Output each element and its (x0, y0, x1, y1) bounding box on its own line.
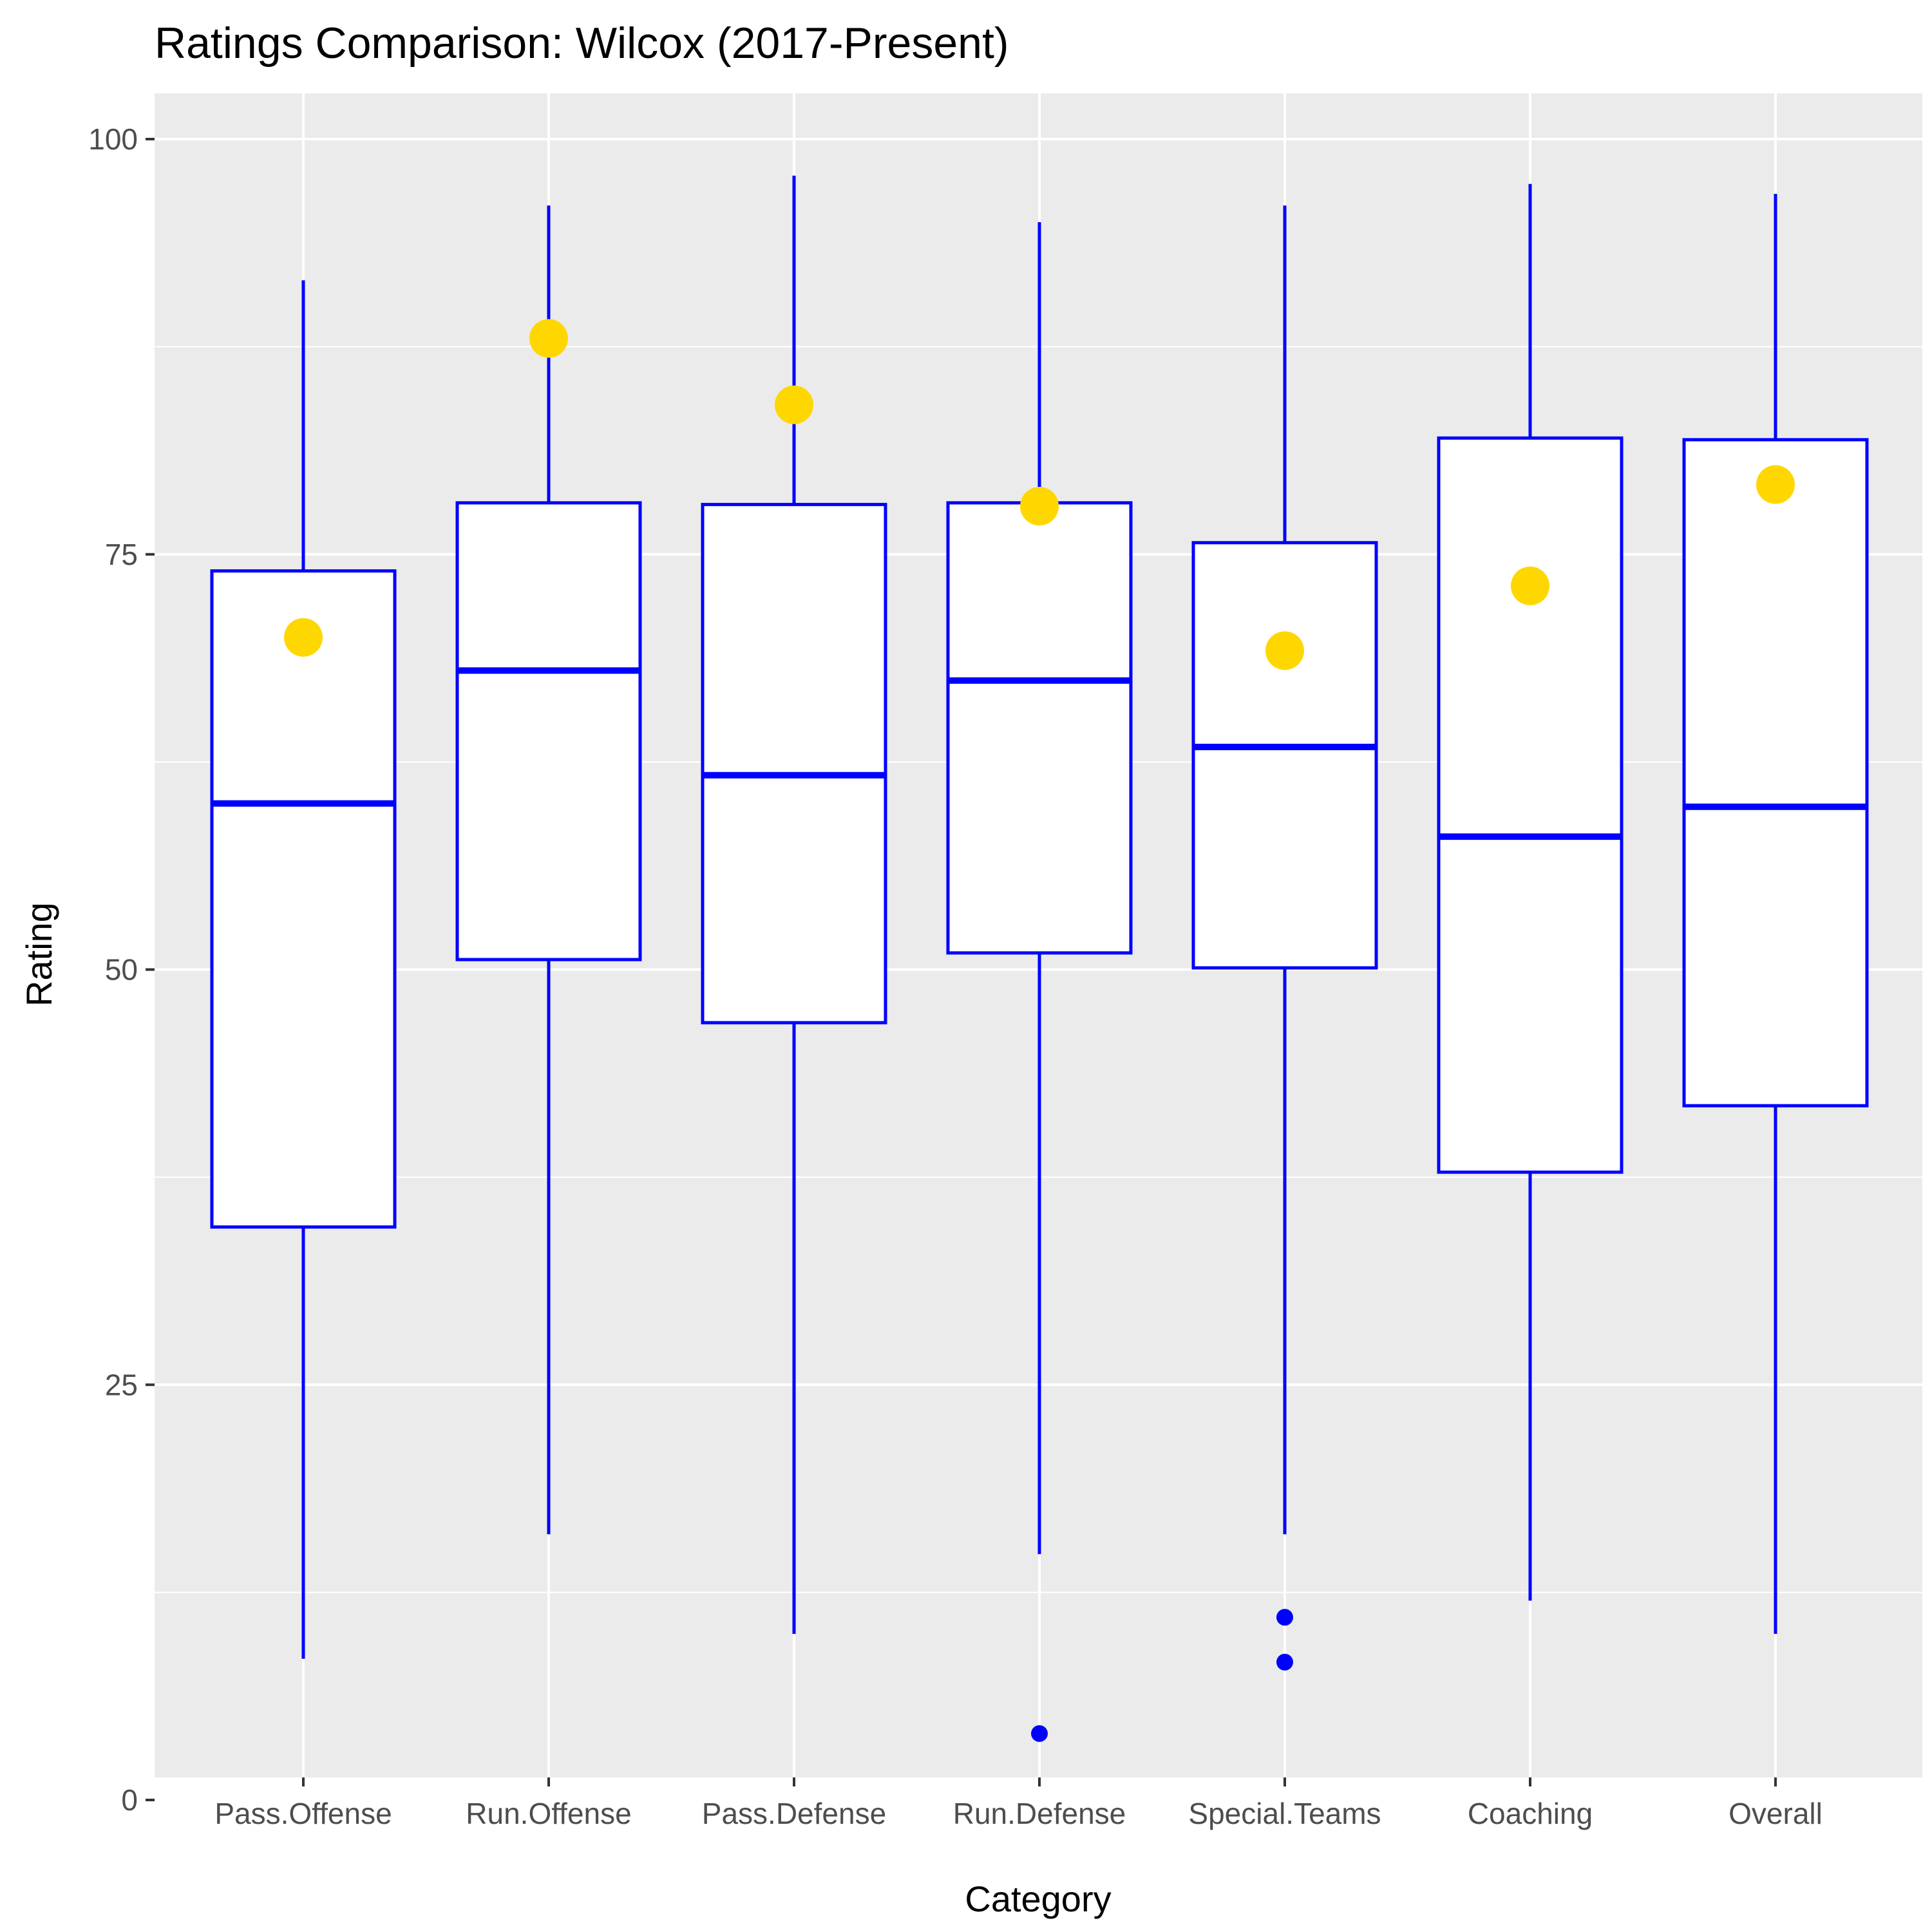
box-iqr (1191, 541, 1378, 970)
box-iqr (701, 502, 887, 1025)
box-coaching (1437, 184, 1624, 1601)
y-axis: 0 25 50 75 100 (88, 122, 155, 1817)
box-iqr (1437, 436, 1624, 1174)
highlight-points (284, 319, 1795, 670)
x-tick-label: Overall (1728, 1797, 1823, 1830)
box-iqr (1682, 438, 1869, 1108)
box-run-offense (455, 205, 642, 1535)
y-tick-label: 25 (105, 1368, 138, 1401)
highlight-point-run-offense (529, 319, 568, 358)
box-iqr (946, 501, 1133, 955)
highlight-point-coaching (1511, 566, 1549, 605)
highlight-point-pass-defense (775, 385, 813, 424)
x-tick-label: Coaching (1468, 1797, 1593, 1830)
highlight-point-pass-offense (284, 618, 323, 657)
highlight-point-overall (1756, 465, 1795, 504)
box-run-defense (946, 222, 1133, 1742)
chart-title: Ratings Comparison: Wilcox (2017-Present… (155, 19, 1009, 68)
outlier-point (1276, 1653, 1293, 1671)
box-iqr (210, 569, 397, 1229)
box-iqr (455, 501, 642, 961)
x-axis: Pass.Offense Run.Offense Pass.Defense Run.D… (214, 1777, 1823, 1830)
outlier-point (1031, 1725, 1048, 1742)
x-tick-label: Run.Defense (953, 1797, 1126, 1830)
box-special-teams (1191, 205, 1378, 1671)
x-axis-title: Category (965, 1879, 1111, 1919)
outlier-point (1276, 1609, 1293, 1626)
highlight-point-run-defense (1020, 486, 1059, 526)
x-tick-label: Pass.Offense (214, 1797, 392, 1830)
box-series (210, 175, 1869, 1742)
highlight-point-special-teams (1265, 631, 1304, 670)
y-tick-label: 100 (88, 122, 138, 156)
y-tick-label: 50 (105, 953, 138, 987)
x-tick-label: Pass.Defense (702, 1797, 886, 1830)
box-pass-offense (210, 280, 397, 1659)
y-tick-label: 75 (105, 538, 138, 571)
x-tick-label: Special.Teams (1188, 1797, 1381, 1830)
box-pass-defense (701, 175, 887, 1634)
x-tick-label: Run.Offense (466, 1797, 631, 1830)
y-tick-label: 0 (121, 1783, 138, 1817)
y-axis-title: Rating (19, 902, 59, 1007)
box-overall (1682, 194, 1869, 1634)
